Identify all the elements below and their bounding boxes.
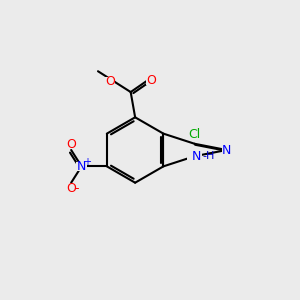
Bar (105, 77, 115, 86)
Text: -: - (74, 182, 79, 194)
Bar (64, 185, 79, 194)
Text: -H: -H (203, 151, 215, 161)
Text: +: + (83, 157, 91, 167)
Bar (187, 152, 202, 160)
Bar (65, 140, 77, 148)
Text: O: O (146, 74, 156, 87)
Text: N: N (222, 143, 231, 157)
Bar (146, 76, 157, 85)
Text: N: N (191, 150, 201, 163)
Bar (76, 162, 87, 170)
Text: O: O (66, 138, 76, 151)
Text: O: O (66, 182, 76, 195)
Bar (222, 146, 231, 154)
Text: N: N (77, 160, 86, 173)
Text: Cl: Cl (188, 128, 201, 141)
Text: O: O (105, 75, 115, 88)
Bar (189, 130, 200, 139)
